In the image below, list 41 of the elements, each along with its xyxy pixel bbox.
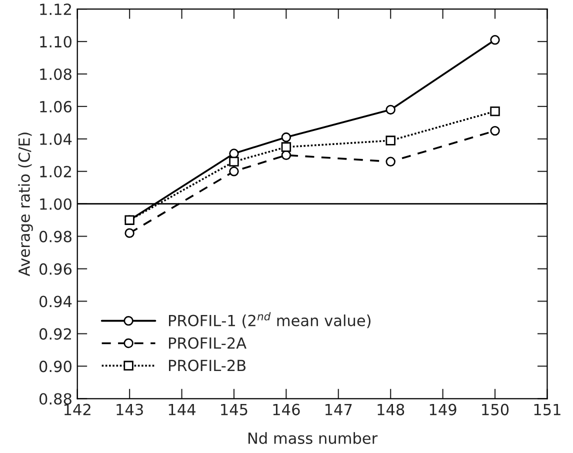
point: [490, 106, 500, 116]
point: [386, 136, 396, 146]
legend-label: PROFIL-2A: [168, 337, 246, 349]
y-tick-label: 1.02: [40, 166, 71, 178]
point: [229, 166, 239, 176]
point: [281, 132, 292, 142]
x-tick-label: 142: [64, 404, 90, 416]
x-tick-label: 150: [482, 404, 509, 416]
x-tick-label: 147: [325, 404, 352, 416]
point: [490, 126, 500, 136]
legend-label: PROFIL-2B: [168, 360, 246, 372]
legend-label: PROFIL-1 (2$^{nd}$ mean value): [168, 312, 370, 328]
x-tick-label: 144: [168, 404, 196, 416]
x-tick-label: 149: [430, 404, 456, 416]
x-tick-label: 145: [221, 404, 248, 416]
y-tick-label: 1.08: [40, 68, 72, 80]
x-tick-label: 146: [273, 404, 300, 416]
point: [386, 104, 396, 115]
y-tick-label: 0.94: [39, 296, 72, 308]
x-tick-label: 143: [116, 404, 143, 416]
point: [490, 35, 500, 45]
y-tick-label: 1.06: [40, 100, 72, 112]
y-tick-label: 0.98: [39, 230, 72, 242]
y-tick-label: 1.04: [40, 133, 72, 145]
y-axis-title: Average ratio (C/E): [18, 132, 33, 276]
point: [229, 148, 239, 158]
point: [281, 142, 292, 152]
point: [124, 215, 134, 225]
x-tick-label: 151: [534, 404, 560, 416]
y-tick-label: 0.96: [39, 263, 72, 275]
y-tick-label: 1.10: [40, 36, 72, 48]
y-tick-label: 0.88: [39, 393, 72, 405]
point: [229, 156, 239, 167]
y-tick-label: 0.92: [39, 328, 71, 340]
y-tick-label: 1.12: [40, 4, 71, 15]
x-axis-title: Nd mass number: [248, 432, 378, 444]
x-tick-label: 148: [378, 404, 404, 416]
point: [386, 156, 396, 167]
point: [124, 228, 134, 238]
y-tick-label: 0.90: [39, 360, 72, 372]
y-tick-label: 1.00: [40, 198, 72, 210]
